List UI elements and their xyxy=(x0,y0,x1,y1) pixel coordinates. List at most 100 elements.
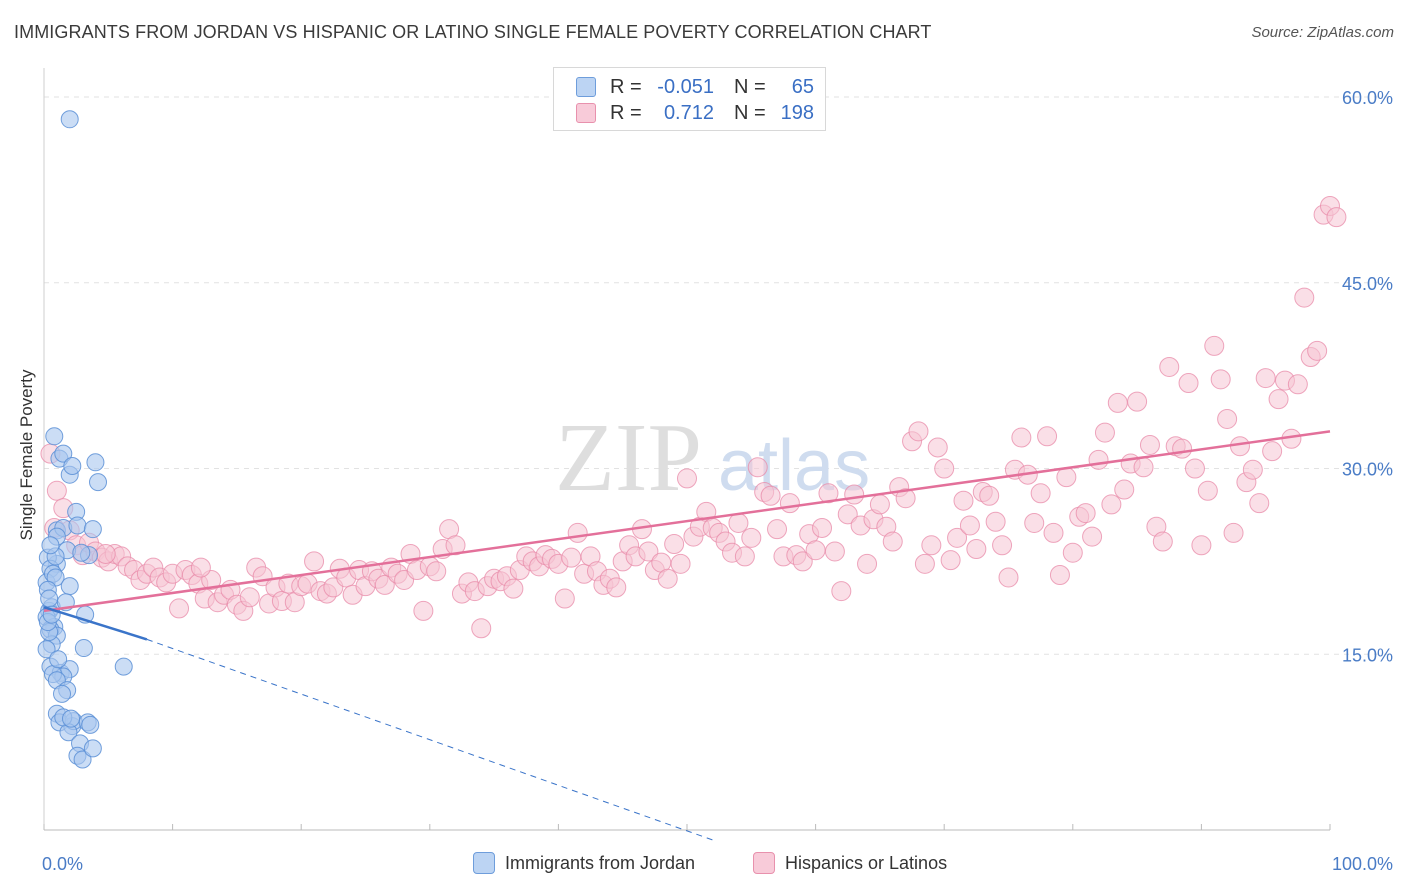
hispanic-point xyxy=(1255,368,1276,389)
hispanic-point xyxy=(934,458,955,479)
hispanic-point xyxy=(837,504,858,525)
hispanic-point xyxy=(46,480,67,501)
hispanic-point xyxy=(895,488,916,509)
hispanic-point xyxy=(779,493,800,514)
hispanic-point xyxy=(1075,503,1096,524)
jordan-point xyxy=(68,516,87,535)
hispanic-point xyxy=(1326,207,1347,228)
hispanic-point xyxy=(1184,458,1205,479)
chart-title: IMMIGRANTS FROM JORDAN VS HISPANIC OR LA… xyxy=(14,22,932,42)
trend-lines xyxy=(43,430,1331,841)
jordan-trend-extension xyxy=(146,638,713,841)
hispanic-point xyxy=(239,587,260,608)
hispanic-point xyxy=(1024,512,1045,533)
legend-r-label: R = xyxy=(610,75,642,98)
hispanic-point xyxy=(1056,467,1077,488)
hispanic-point xyxy=(734,546,755,567)
hispanic-point xyxy=(657,568,678,589)
y-tick-label: 45.0% xyxy=(1342,274,1393,294)
legend-swatch-hispanic xyxy=(753,852,775,874)
hispanic-point xyxy=(940,550,961,571)
legend-n-value: 198 xyxy=(780,101,814,124)
hispanic-point xyxy=(882,531,903,552)
jordan-point xyxy=(83,520,102,539)
source-text: Source: ZipAtlas.com xyxy=(1251,24,1394,41)
hispanic-point xyxy=(728,512,749,533)
hispanic-point xyxy=(747,457,768,478)
hispanic-point xyxy=(1139,434,1160,455)
hispanic-point xyxy=(767,519,788,540)
hispanic-point xyxy=(1217,408,1238,429)
hispanic-point xyxy=(1268,389,1289,410)
hispanic-point xyxy=(1249,493,1270,514)
hispanic-point xyxy=(374,574,395,595)
hispanic-point xyxy=(1082,526,1103,547)
hispanic-point xyxy=(914,553,935,574)
hispanic-point xyxy=(1088,449,1109,470)
legend-swatch-jordan xyxy=(576,77,596,97)
legend-swatch-jordan xyxy=(473,852,495,874)
hispanic-point xyxy=(1262,441,1283,462)
jordan-point xyxy=(62,709,81,728)
legend-label-jordan: Immigrants from Jordan xyxy=(505,852,696,873)
hispanic-point xyxy=(426,561,447,582)
legend-r-label: R = xyxy=(610,101,642,124)
hispanic-point xyxy=(554,588,575,609)
hispanic-point xyxy=(927,437,948,458)
legend-row-hispanic: R = 0.712 N = 198 xyxy=(576,102,814,124)
hispanic-point xyxy=(947,527,968,548)
jordan-point xyxy=(40,589,59,608)
hispanic-point xyxy=(1049,564,1070,585)
hispanic-point xyxy=(1094,422,1115,443)
legend-item-hispanic[interactable]: Hispanics or Latinos xyxy=(753,852,947,874)
hispanic-point xyxy=(1223,522,1244,543)
hispanic-point xyxy=(1178,373,1199,394)
hispanic-point xyxy=(812,517,833,538)
legend-label-hispanic: Hispanics or Latinos xyxy=(785,852,948,873)
tick-labels: 15.0% 30.0% 45.0% 60.0% 0.0% 100.0% xyxy=(42,88,1393,874)
hispanic-trend-line xyxy=(43,430,1331,613)
jordan-point xyxy=(83,739,102,758)
hispanic-point xyxy=(561,547,582,568)
jordan-point xyxy=(45,427,64,446)
hispanic-point xyxy=(1242,459,1263,480)
jordan-point xyxy=(60,110,79,129)
jordan-point xyxy=(86,453,105,472)
hispanic-point xyxy=(1107,392,1128,413)
hispanic-point xyxy=(1127,391,1148,412)
hispanic-point xyxy=(992,535,1013,556)
jordan-points xyxy=(37,110,133,769)
hispanic-point xyxy=(1172,438,1193,459)
hispanic-point xyxy=(664,534,685,555)
hispanic-point xyxy=(1114,479,1135,500)
hispanic-point xyxy=(503,578,524,599)
hispanic-point xyxy=(869,494,890,515)
hispanic-point xyxy=(760,485,781,506)
y-axis-label: Single Female Poverty xyxy=(17,369,36,541)
x-tick-label: 0.0% xyxy=(42,854,83,874)
hispanic-point xyxy=(792,551,813,572)
jordan-point xyxy=(41,536,60,555)
source-label: Source: ZipAtlas.com xyxy=(1251,24,1394,41)
hispanic-point xyxy=(953,490,974,511)
hispanic-point xyxy=(606,577,627,598)
jordan-point xyxy=(53,684,72,703)
legend-item-jordan[interactable]: Immigrants from Jordan xyxy=(473,852,695,874)
hispanic-point xyxy=(95,543,116,564)
legend-row-jordan: R = -0.051 N = 65 xyxy=(576,76,814,98)
series-legend: Immigrants from Jordan Hispanics or Lati… xyxy=(0,852,1406,878)
hispanic-point xyxy=(824,541,845,562)
hispanic-point xyxy=(638,541,659,562)
hispanic-point xyxy=(1210,369,1231,390)
jordan-trend-line xyxy=(43,606,148,641)
hispanic-point xyxy=(304,551,325,572)
hispanic-point xyxy=(413,600,434,621)
hispanic-point xyxy=(1043,522,1064,543)
jordan-point xyxy=(74,639,93,658)
stats-legend: R = -0.051 N = 65 R = 0.712 N = 198 xyxy=(553,67,826,131)
hispanic-point xyxy=(1030,483,1051,504)
hispanic-point xyxy=(1011,427,1032,448)
hispanic-point xyxy=(818,483,839,504)
hispanic-point xyxy=(1191,535,1212,556)
y-tick-label: 15.0% xyxy=(1342,645,1393,665)
